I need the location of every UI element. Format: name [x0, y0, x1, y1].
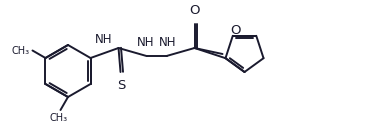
Text: S: S — [117, 79, 126, 92]
Text: NH: NH — [137, 36, 154, 49]
Text: CH₃: CH₃ — [49, 113, 67, 123]
Text: CH₃: CH₃ — [11, 46, 30, 55]
Text: O: O — [189, 4, 200, 17]
Text: NH: NH — [95, 33, 112, 46]
Text: O: O — [230, 24, 241, 37]
Text: NH: NH — [159, 36, 176, 49]
